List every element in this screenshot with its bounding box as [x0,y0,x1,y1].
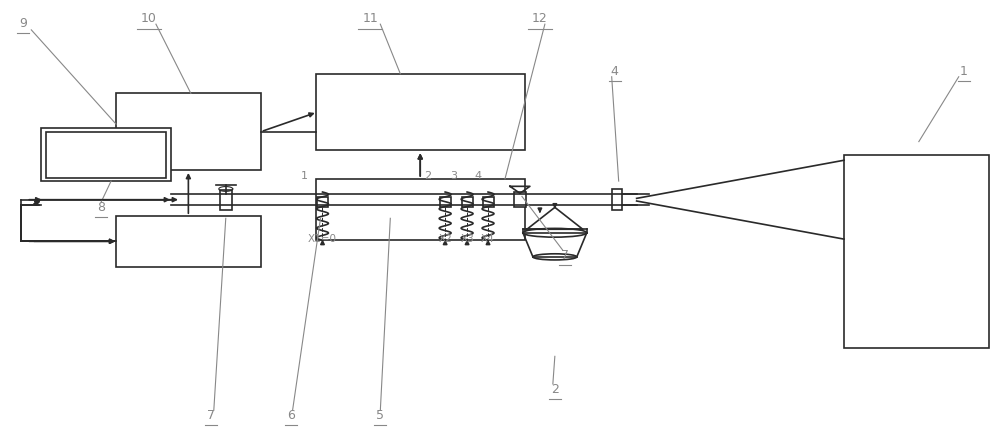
Text: 10: 10 [141,12,157,26]
Bar [41,128,171,181]
Bar [46,132,166,178]
Text: 4: 4 [474,171,482,181]
Text: X2: X2 [438,235,452,244]
Bar [612,189,622,210]
Text: X3: X3 [460,235,474,244]
Text: 9: 9 [19,17,27,30]
Bar [220,190,232,209]
Text: 7: 7 [207,409,215,422]
Bar [317,197,328,207]
Text: 11: 11 [362,12,378,26]
Bar [462,197,473,207]
Ellipse shape [523,228,587,237]
Text: 12: 12 [532,12,548,26]
Text: 1: 1 [301,171,308,181]
Ellipse shape [533,254,577,260]
Text: 3: 3 [451,171,458,181]
Text: 2: 2 [424,171,431,181]
Text: 4: 4 [611,65,619,78]
Bar [483,197,494,207]
Text: X4: X4 [481,235,495,244]
Bar [514,192,526,207]
Text: X1=0: X1=0 [308,235,337,244]
Bar [440,197,451,207]
Text: 5: 5 [376,409,384,422]
Bar [116,216,261,266]
Bar [316,74,525,150]
Bar [844,155,989,348]
Text: 7: 7 [561,249,569,262]
Text: 1: 1 [960,65,968,78]
Text: 2: 2 [551,383,559,396]
Text: 8: 8 [97,201,105,214]
Text: 6: 6 [287,409,295,422]
Bar [116,93,261,170]
Bar [316,179,525,240]
